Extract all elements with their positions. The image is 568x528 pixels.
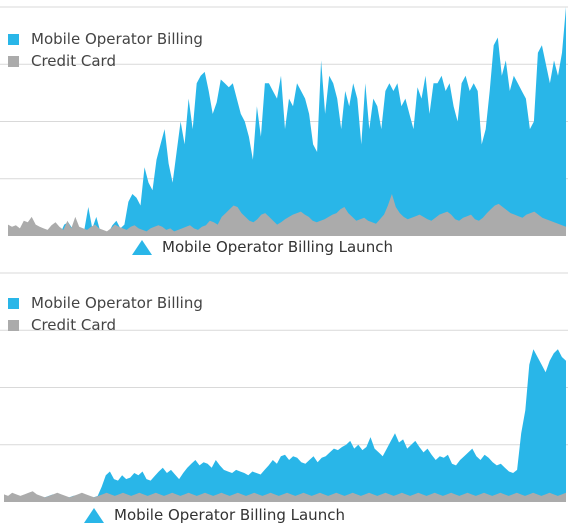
legend-label-mobile: Mobile Operator Billing (31, 30, 203, 48)
legend-top: Mobile Operator Billing Credit Card (8, 28, 203, 72)
launch-triangle-icon (84, 507, 104, 523)
legend-item-credit: Credit Card (8, 50, 203, 72)
launch-triangle-icon (132, 239, 152, 255)
series-area-mobile-operator-billing (8, 7, 566, 236)
legend-swatch-mobile (8, 297, 19, 309)
legend-label-mobile: Mobile Operator Billing (31, 294, 203, 312)
launch-annotation-top: Mobile Operator Billing Launch (132, 238, 393, 256)
launch-annotation-bottom: Mobile Operator Billing Launch (84, 506, 345, 524)
launch-annotation-label: Mobile Operator Billing Launch (162, 238, 393, 256)
area-chart-top (0, 6, 568, 236)
legend-bottom: Mobile Operator Billing Credit Card (8, 292, 203, 336)
legend-swatch-credit (8, 55, 19, 67)
chart-panel-bottom: Mobile Operator Billing Credit Card Mobi… (0, 266, 568, 528)
series-area-credit-card (8, 194, 566, 236)
series-area-mobile-operator-billing (4, 349, 566, 502)
legend-item-mobile: Mobile Operator Billing (8, 28, 203, 50)
legend-item-mobile: Mobile Operator Billing (8, 292, 203, 314)
legend-label-credit: Credit Card (31, 316, 116, 334)
legend-swatch-mobile (8, 33, 19, 45)
area-chart-bottom (0, 272, 568, 502)
legend-swatch-credit (8, 319, 19, 331)
legend-item-credit: Credit Card (8, 314, 203, 336)
legend-label-credit: Credit Card (31, 52, 116, 70)
series-area-credit-card (4, 491, 566, 502)
launch-annotation-label: Mobile Operator Billing Launch (114, 506, 345, 524)
chart-panel-top: Mobile Operator Billing Credit Card Mobi… (0, 6, 568, 256)
